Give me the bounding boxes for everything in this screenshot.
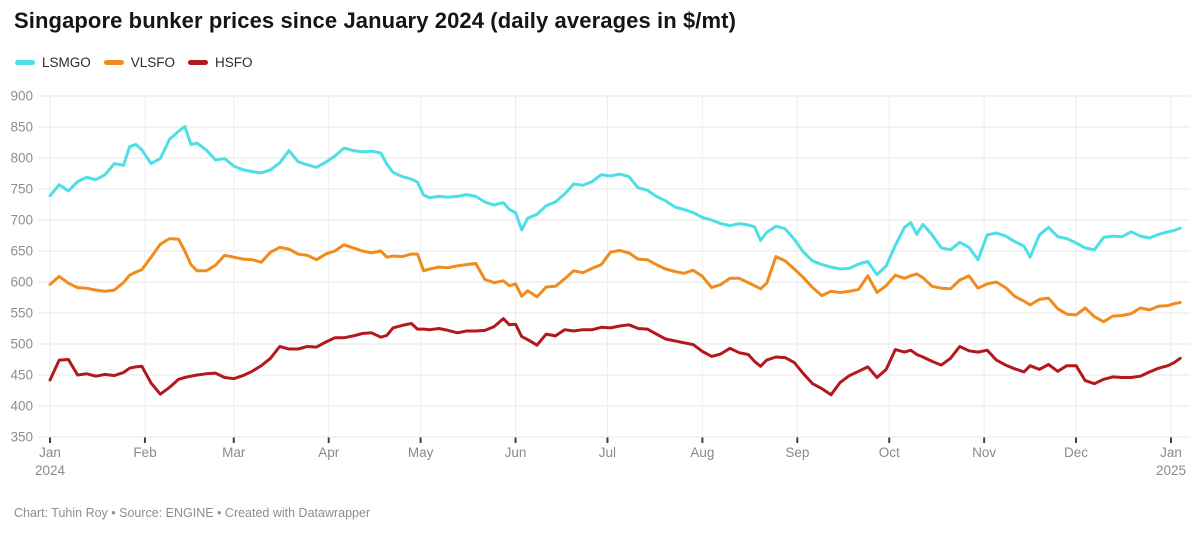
page-title: Singapore bunker prices since January 20… [14, 8, 737, 33]
hsfo-line-swatch-icon [188, 60, 209, 65]
legend-label-vlsfo: VLSFO [130, 55, 176, 70]
x-axis-label: Sep [785, 445, 809, 460]
y-axis-label: 850 [10, 120, 33, 135]
y-axis-label: 400 [10, 399, 33, 414]
y-axis-label: 800 [10, 151, 33, 166]
lsmgo-line-swatch-icon [15, 60, 35, 65]
y-axis-label: 500 [10, 337, 33, 352]
y-axis-label: 900 [10, 89, 33, 104]
legend-label-hsfo: HSFO [215, 55, 253, 70]
y-axis-label: 450 [10, 368, 33, 383]
attribution-text: Chart: Tuhin Roy • Source: ENGINE • Crea… [14, 506, 371, 520]
y-axis-label: 750 [10, 182, 33, 197]
vlsfo-line-swatch-icon [103, 60, 124, 65]
x-axis-label: Feb [133, 445, 156, 460]
y-axis-label: 350 [10, 430, 33, 445]
x-axis-label: Jan [1160, 445, 1182, 460]
x-axis-label: Dec [1064, 445, 1088, 460]
x-axis-year-label: 2024 [35, 463, 66, 478]
x-axis-label: Apr [318, 445, 340, 460]
y-axis-label: 650 [10, 244, 33, 259]
legend-item-lsmgo[interactable]: LSMGO [15, 55, 91, 70]
x-axis-year-label: 2025 [1156, 463, 1186, 478]
x-axis-label: Jan [39, 445, 61, 460]
x-axis-label: Aug [690, 445, 714, 460]
x-axis-label: Nov [972, 445, 996, 460]
series-line-hsfo[interactable] [48, 317, 1182, 397]
x-axis-label: Jun [505, 445, 527, 460]
series-line-lsmgo[interactable] [48, 124, 1182, 277]
y-axis-label: 550 [10, 306, 33, 321]
legend-item-vlsfo[interactable]: VLSFO [103, 55, 176, 70]
y-axis-label: 600 [10, 275, 33, 290]
x-axis-label: Oct [879, 445, 900, 460]
legend-item-hsfo[interactable]: HSFO [188, 55, 253, 70]
series-line-vlsfo[interactable] [48, 237, 1182, 324]
x-axis-label: Jul [599, 445, 616, 460]
y-axis-label: 700 [10, 213, 33, 228]
x-axis-label: May [408, 445, 434, 460]
legend-label-lsmgo: LSMGO [42, 55, 91, 70]
x-axis-label: Mar [222, 445, 246, 460]
chart-legend: LSMGO VLSFO HSFO [15, 55, 253, 70]
